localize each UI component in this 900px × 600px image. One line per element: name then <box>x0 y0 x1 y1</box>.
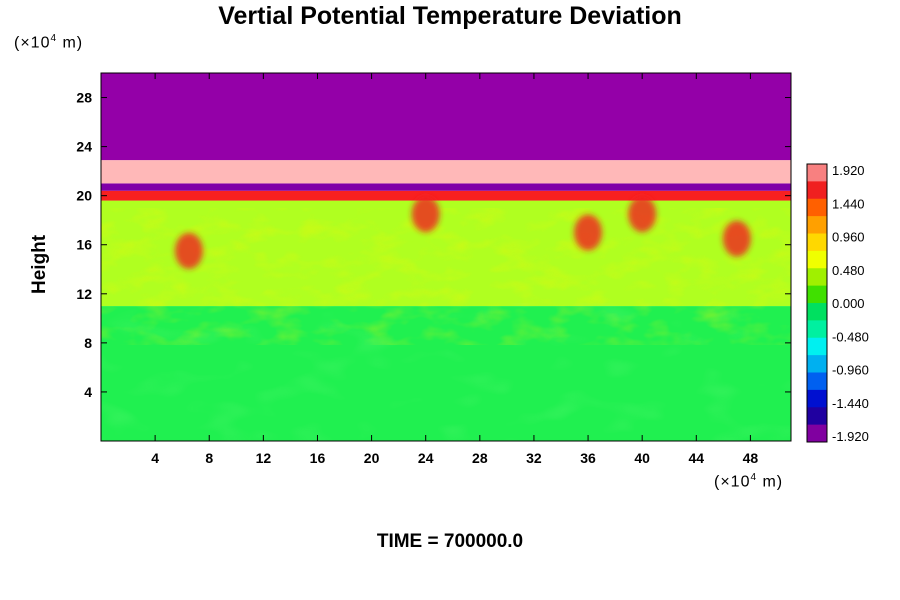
colorbar-label-5: -0.480 <box>832 329 869 344</box>
turbulence-texture-lower <box>101 303 791 441</box>
colorbar-cell-1 <box>807 181 827 200</box>
colorbar-label-6: -0.960 <box>832 363 869 378</box>
x-tick-label-10: 44 <box>689 450 705 466</box>
x-axis-unit: (×104 m) <box>714 472 784 491</box>
field-layer-5 <box>101 73 791 161</box>
colorbar-frame <box>806 163 828 443</box>
x-tick-label-11: 48 <box>743 450 759 466</box>
colorbar-cell-8 <box>807 303 827 321</box>
colorbar-label-4: 0.000 <box>832 296 865 311</box>
colorbar-label-3: 0.480 <box>832 263 865 278</box>
hot-spot-1 <box>411 196 440 233</box>
colorbar-label-0: 1.920 <box>832 163 865 178</box>
colorbar-cell-14 <box>807 407 827 426</box>
x-tick-label-8: 36 <box>580 450 596 466</box>
chart-title: Vertial Potential Temperature Deviation <box>218 2 682 30</box>
y-tick-label-5: 24 <box>76 139 92 155</box>
x-tick-label-1: 8 <box>205 450 213 466</box>
colorbar-cell-13 <box>807 389 827 408</box>
colorbar-cell-3 <box>807 216 827 234</box>
colorbar-cell-9 <box>807 320 827 339</box>
plot-frame <box>100 72 792 442</box>
colorbar-label-7: -1.440 <box>832 396 869 411</box>
colorbar-cell-7 <box>807 285 827 304</box>
colorbar-cell-12 <box>807 372 827 391</box>
hot-spot-3 <box>628 196 657 233</box>
x-tick-label-6: 28 <box>472 450 488 466</box>
hot-spot-0 <box>174 232 203 269</box>
field-layer-4 <box>101 160 791 184</box>
x-tick-label-3: 16 <box>310 450 326 466</box>
y-tick-label-2: 12 <box>76 286 92 302</box>
x-tick-label-9: 40 <box>634 450 650 466</box>
field-layer-3 <box>101 183 791 191</box>
time-label: TIME = 700000.0 <box>376 531 524 552</box>
field-layer-2 <box>101 190 791 201</box>
colorbar-cell-5 <box>807 250 827 269</box>
hot-spot-4 <box>722 220 751 257</box>
y-tick-label-3: 16 <box>76 237 92 253</box>
hot-spot-2 <box>574 214 603 251</box>
y-tick-label-4: 20 <box>76 188 92 204</box>
x-tick-label-7: 32 <box>526 450 542 466</box>
x-tick-label-4: 20 <box>364 450 380 466</box>
colorbar-label-2: 0.960 <box>832 230 865 245</box>
colorbar-cell-11 <box>807 355 827 373</box>
colorbar-cell-6 <box>807 268 827 287</box>
colorbar: 1.920 1.440 0.960 0.480 0.000 -0.480 -0.960 -1.… <box>806 163 869 444</box>
colorbar-cell-10 <box>807 337 827 356</box>
y-axis-label: Height <box>29 234 50 294</box>
x-tick-label-0: 4 <box>151 450 159 466</box>
colorbar-cell-4 <box>807 233 827 252</box>
x-tick-label-2: 12 <box>256 450 272 466</box>
colorbar-label-8: -1.920 <box>832 429 869 444</box>
colorbar-cell-2 <box>807 198 827 217</box>
y-axis-unit: (×104 m) <box>14 33 84 52</box>
x-tick-label-5: 24 <box>418 450 434 466</box>
colorbar-cell-0 <box>807 164 827 182</box>
colorbar-cell-15 <box>807 424 827 443</box>
y-tick-label-0: 4 <box>84 384 92 400</box>
y-tick-label-6: 28 <box>76 90 92 106</box>
colorbar-label-1: 1.440 <box>832 196 865 211</box>
y-tick-label-1: 8 <box>84 335 92 351</box>
